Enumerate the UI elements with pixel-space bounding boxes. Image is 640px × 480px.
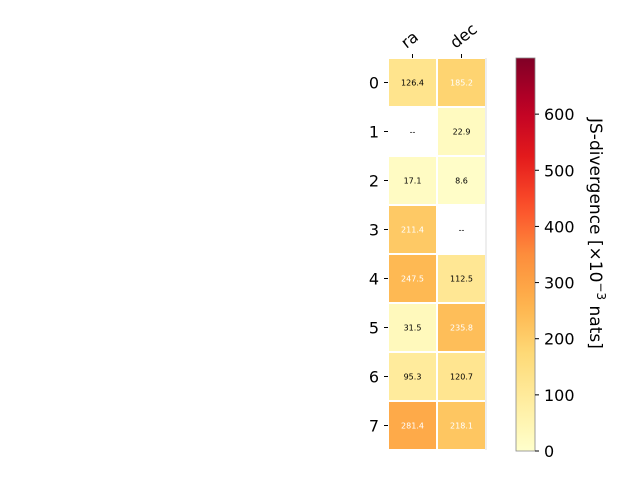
heatmap-cell [438, 108, 485, 155]
row-ticks: 0 1 2 3 4 5 6 7 [369, 74, 388, 436]
row-label-5: 5 [369, 319, 379, 338]
row-label-7: 7 [369, 417, 379, 436]
heatmap-cell [389, 157, 436, 204]
heatmap-cell [389, 353, 436, 400]
heatmap-cell [438, 402, 485, 449]
cell-value-label: 8.6 [455, 177, 468, 186]
heatmap-cell [389, 402, 436, 449]
heatmap-cell [389, 304, 436, 351]
colorbar-ticks: 0 100 200 300 400 500 600 [535, 105, 575, 461]
row-label-2: 2 [369, 172, 379, 191]
heatmap-cell [438, 353, 485, 400]
cell-value-label: 281.4 [401, 422, 424, 431]
cell-value-label: 247.5 [401, 275, 424, 284]
cell-value-label: 126.4 [401, 79, 424, 88]
colorbar-tick-label: 500 [544, 161, 575, 180]
colorbar-tick-label: 200 [544, 330, 575, 349]
colorbar-title: JS-divergence [×10−3 nats] [585, 117, 608, 349]
column-ticks: ra dec [397, 19, 481, 58]
column-label-ra: ra [397, 27, 422, 52]
colorbar-tick-label: 100 [544, 386, 575, 405]
cell-value-label: 211.4 [401, 226, 424, 235]
colorbar-gradient [515, 57, 536, 452]
cell-value-label: 120.7 [450, 373, 473, 382]
row-label-4: 4 [369, 270, 379, 289]
cell-value-label: 17.1 [404, 177, 422, 186]
heatmap-cell [389, 59, 436, 106]
cell-value-label: 235.8 [450, 324, 473, 333]
heatmap-cell [389, 206, 436, 253]
cell-value-label: -- [459, 226, 465, 235]
heatmap-cell [438, 304, 485, 351]
cell-value-label: 95.3 [404, 373, 422, 382]
colorbar: 0 100 200 300 400 500 600 JS-divergence [×10−3… [515, 57, 608, 461]
colorbar-tick-label: 600 [544, 105, 575, 124]
row-label-3: 3 [369, 221, 379, 240]
column-label-dec: dec [446, 19, 480, 52]
heatmap-cell [438, 59, 485, 106]
cell-value-label: -- [410, 128, 416, 137]
colorbar-tick-label: 400 [544, 217, 575, 236]
heatmap-cell [389, 255, 436, 302]
cell-value-label: 185.2 [450, 79, 473, 88]
heatmap-cell [438, 255, 485, 302]
row-label-6: 6 [369, 368, 379, 387]
cell-value-label: 112.5 [450, 275, 473, 284]
heatmap-cell [438, 157, 485, 204]
colorbar-tick-label: 300 [544, 274, 575, 293]
colorbar-tick-label: 0 [544, 442, 554, 461]
row-label-1: 1 [369, 123, 379, 142]
cell-value-label: 22.9 [453, 128, 471, 137]
row-label-0: 0 [369, 74, 379, 93]
cell-value-label: 31.5 [404, 324, 422, 333]
heatmap-cells: 126.4 185.2 -- 22.9 17.1 8.6 211.4 -- 247.5 112.5… [389, 58, 487, 450]
cell-value-label: 218.1 [450, 422, 473, 431]
